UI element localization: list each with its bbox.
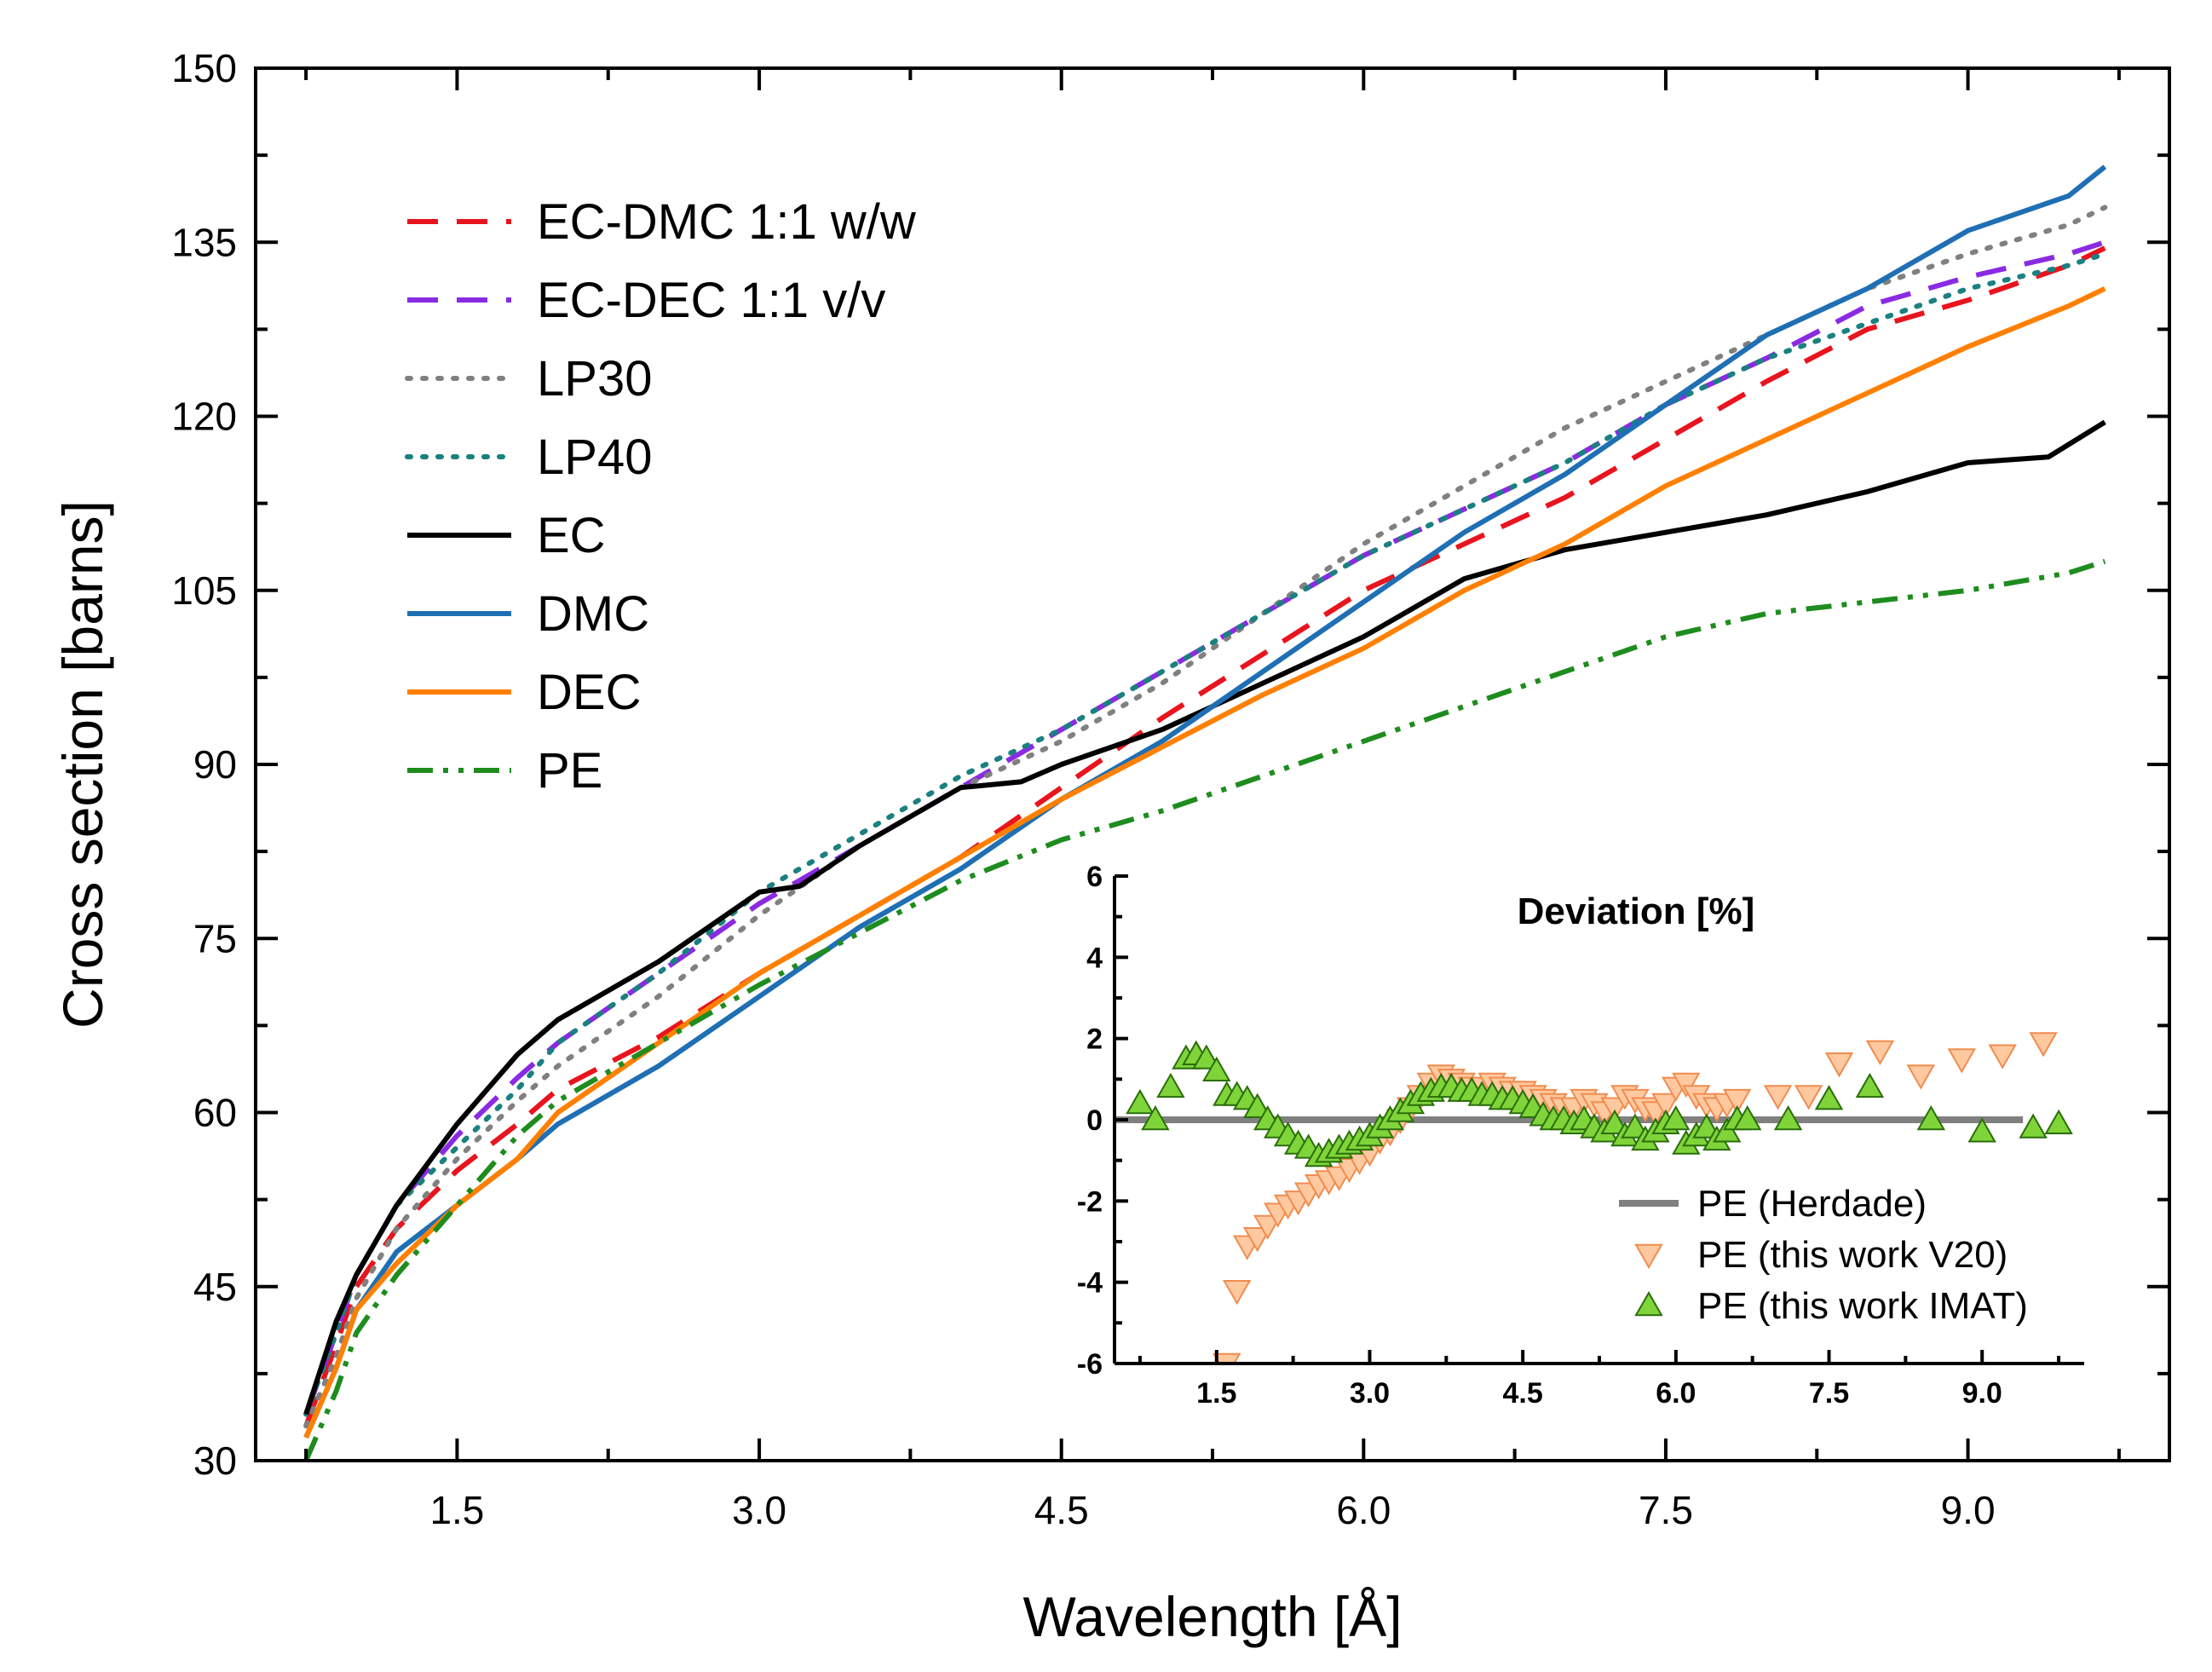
inset-point-pe-this-work-imat [1712, 1117, 1742, 1143]
series-line-pe [303, 558, 2106, 1461]
inset-point-pe-this-work-v20 [1222, 1280, 1252, 1306]
y-axis-label: Cross section [barns] [51, 500, 114, 1029]
inset-point-pe-this-work-imat [1192, 1044, 1221, 1070]
inset-x-tick-label: 6.0 [1656, 1377, 1696, 1410]
inset-point-pe-this-work-imat [1814, 1085, 1844, 1110]
inset-point-pe-this-work-v20 [1253, 1214, 1282, 1240]
inset-point-pe-this-work-imat [1621, 1113, 1650, 1139]
series-line-ec-dmc-1-1-w-w [303, 245, 2106, 1427]
legend-label-dmc: DMC [537, 586, 649, 642]
inset-point-pe-this-work-imat [1732, 1104, 1762, 1131]
y-tick-label: 120 [171, 395, 237, 439]
x-tick-label: 1.5 [429, 1488, 484, 1532]
inset-point-pe-this-work-v20 [1988, 1044, 2017, 1070]
main-axis-labels: Wavelength [Å] Cross section [barns] [51, 500, 1403, 1648]
series-line-ec [303, 419, 2106, 1415]
y-tick-label: 135 [171, 220, 237, 264]
inset-y-tick-label: 6 [1086, 861, 1103, 893]
inset-point-pe-this-work-imat [2019, 1113, 2048, 1139]
inset-point-pe-this-work-v20 [1947, 1048, 1977, 1074]
inset-chart: 1.5 3.0 4.5 6.0 7.5 9.0 6 4 2 0 -2 -4 -6 Deviation [%… [1077, 861, 2084, 1410]
inset-point-pe-this-work-imat [1202, 1056, 1231, 1081]
inset-y-tick-label: -4 [1077, 1267, 1103, 1300]
inset-point-pe-this-work-v20 [1763, 1085, 1793, 1110]
inset-point-pe-this-work-v20 [1600, 1097, 1629, 1122]
x-axis-label: Wavelength [Å] [1022, 1585, 1402, 1648]
inset-point-pe-this-work-imat [1141, 1104, 1170, 1131]
inset-point-pe-this-work-v20 [1651, 1093, 1680, 1118]
x-tick-label: 6.0 [1336, 1488, 1391, 1532]
inset-series-layer [1115, 1032, 2073, 1364]
inset-legend-label-pe-herdade: PE (Herdade) [1697, 1183, 1927, 1225]
main-series-layer [303, 164, 2108, 1461]
inset-y-tick-label: 4 [1086, 942, 1103, 974]
y-tick-label: 75 [193, 916, 237, 960]
series-line-lp40 [303, 251, 2108, 1417]
inset-point-pe-this-work-imat [1916, 1104, 1946, 1131]
y-tick-label: 150 [171, 46, 237, 90]
inset-point-pe-this-work-v20 [1824, 1052, 1854, 1078]
inset-point-pe-this-work-imat [1600, 1109, 1629, 1134]
y-tick-label: 105 [171, 568, 237, 613]
inset-point-pe-this-work-imat [1156, 1072, 1185, 1098]
legend-label-ec: EC [537, 508, 606, 563]
inset-point-pe-this-work-v20 [1672, 1072, 1701, 1098]
x-tick-label: 7.5 [1639, 1488, 1693, 1532]
inset-point-pe-this-work-v20 [1722, 1088, 1752, 1115]
inset-point-pe-this-work-imat [1773, 1104, 1803, 1131]
inset-point-pe-this-work-imat [1855, 1072, 1885, 1098]
inset-point-pe-this-work-imat [1242, 1093, 1272, 1118]
legend-label-pe: PE [537, 743, 602, 799]
inset-legend-swatch-pe-this-work-imat [1634, 1290, 1663, 1317]
legend-label-lp40: LP40 [537, 430, 652, 485]
y-tick-label: 30 [193, 1438, 237, 1483]
series-line-ec-dec-1-1-v-v [303, 239, 2106, 1415]
legend-label-ec-dec-1-1-v-v: EC-DEC 1:1 v/v [537, 273, 885, 328]
inset-point-pe-this-work-v20 [1242, 1227, 1272, 1253]
inset-point-pe-this-work-v20 [1213, 1352, 1241, 1364]
inset-legend-swatch-pe-this-work-v20 [1634, 1243, 1663, 1270]
inset-point-pe-this-work-imat [1967, 1117, 1996, 1143]
inset-title: Deviation [%] [1518, 891, 1755, 932]
inset-legend-label-pe-this-work-v20: PE (this work V20) [1697, 1234, 2008, 1276]
inset-point-pe-this-work-imat [1662, 1104, 1691, 1131]
inset-y-tick-label: 2 [1086, 1023, 1103, 1056]
inset-x-tick-label: 4.5 [1503, 1377, 1543, 1410]
y-tick-label: 60 [193, 1091, 237, 1135]
inset-point-pe-this-work-imat [1692, 1113, 1721, 1139]
inset-point-pe-this-work-v20 [1865, 1040, 1895, 1066]
inset-x-tick-label: 7.5 [1809, 1377, 1849, 1410]
inset-x-tick-label: 1.5 [1196, 1377, 1236, 1410]
inset-y-tick-label: 0 [1086, 1104, 1103, 1137]
inset-point-pe-this-work-v20 [2029, 1032, 2058, 1058]
legend-label-lp30: LP30 [537, 351, 652, 406]
inset-point-pe-this-work-v20 [1794, 1085, 1823, 1110]
inset-legend-label-pe-this-work-imat: PE (this work IMAT) [1697, 1285, 2028, 1327]
inset-y-tick-label: -6 [1077, 1348, 1103, 1381]
x-tick-label: 4.5 [1034, 1488, 1089, 1532]
x-tick-label: 3.0 [732, 1488, 786, 1532]
inset-x-tick-label: 9.0 [1962, 1377, 2002, 1410]
inset-point-pe-this-work-v20 [1906, 1064, 1936, 1090]
y-tick-label: 90 [193, 742, 237, 787]
x-tick-label: 9.0 [1941, 1488, 1996, 1532]
inset-y-tick-label: -2 [1077, 1185, 1103, 1218]
legend-label-dec: DEC [537, 665, 641, 720]
main-legend: EC-DMC 1:1 w/w EC-DEC 1:1 v/v LP30 LP40 EC DM… [405, 194, 917, 799]
y-tick-label: 45 [193, 1265, 237, 1309]
legend-label-ec-dmc-1-1-w-w: EC-DMC 1:1 w/w [537, 194, 917, 250]
inset-point-pe-this-work-imat [2044, 1109, 2073, 1134]
inset-x-tick-label: 3.0 [1350, 1377, 1390, 1410]
inset-point-pe-this-work-imat [1126, 1088, 1155, 1115]
